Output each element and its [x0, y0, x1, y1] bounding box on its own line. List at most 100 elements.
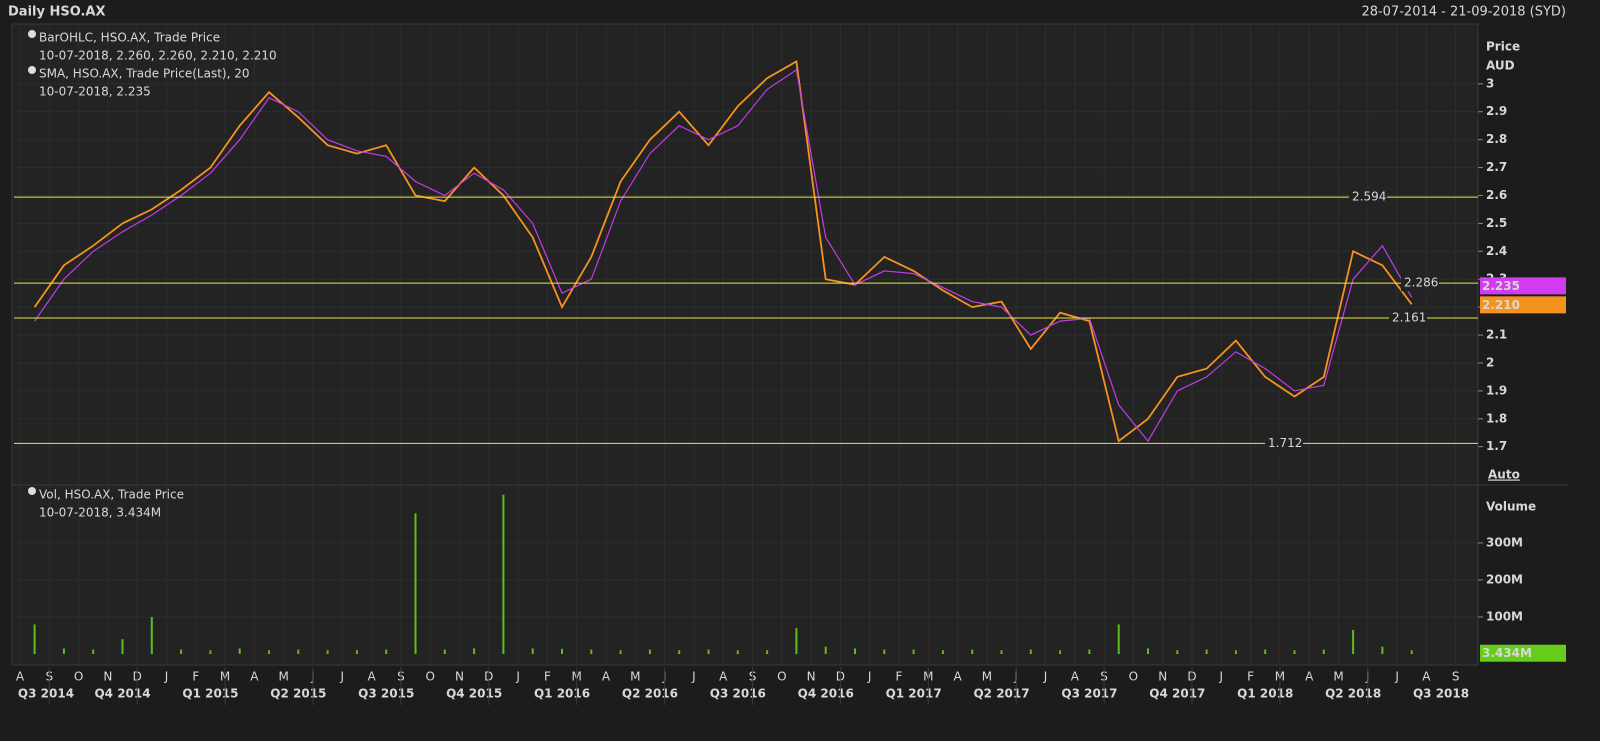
x-tick-label: M: [982, 670, 992, 684]
volume-bar: [531, 648, 534, 654]
last-value-tag: [1480, 277, 1566, 295]
volume-bar: [766, 650, 769, 654]
x-tick-label: A: [367, 670, 376, 684]
y-axis-title: Price: [1486, 40, 1520, 54]
x-tick-label: O: [74, 670, 83, 684]
x-tick-label: N: [807, 670, 816, 684]
x-tick-label: J: [515, 670, 520, 684]
quarter-label: Q3 2014: [18, 687, 74, 701]
x-tick-label: A: [16, 670, 25, 684]
y-tick-label: 1.8: [1486, 411, 1507, 425]
x-tick-label: A: [1422, 670, 1431, 684]
y-axis-title: Volume: [1486, 500, 1536, 514]
quarter-label: Q4 2015: [446, 687, 502, 701]
volume-bar: [912, 649, 915, 654]
quarter-label: Q3 2016: [710, 687, 766, 701]
x-tick-label: A: [719, 670, 728, 684]
volume-bar: [1000, 650, 1003, 654]
volume-bar: [795, 628, 798, 654]
plot-area: [11, 23, 1479, 666]
y-tick-label: 2.7: [1486, 160, 1507, 174]
y-tick-label: 2.6: [1486, 188, 1507, 202]
x-tick-label: M: [630, 670, 640, 684]
y-tick-label: 2: [1486, 355, 1494, 369]
x-tick-label: A: [1305, 670, 1314, 684]
x-tick-label: A: [602, 670, 611, 684]
legend-label: SMA, HSO.AX, Trade Price(Last), 20: [39, 67, 249, 81]
y-tick-label: 300M: [1486, 535, 1523, 549]
volume-bar: [1205, 649, 1208, 654]
volume-bar: [590, 649, 593, 654]
volume-bar: [180, 649, 183, 654]
x-tick-label: N: [455, 670, 464, 684]
quarter-label: Q2 2017: [973, 687, 1029, 701]
x-tick-label: A: [953, 670, 962, 684]
volume-bar: [443, 649, 446, 654]
volume-bar: [121, 639, 124, 654]
x-tick-label: F: [896, 670, 903, 684]
volume-bar: [502, 494, 505, 654]
y-tick-label: 2.4: [1486, 244, 1507, 258]
volume-bar: [414, 513, 417, 654]
level-label-bg: [1389, 310, 1427, 327]
volume-bar: [561, 648, 563, 654]
y-tick-label: 2.9: [1486, 104, 1507, 118]
x-tick-label: O: [777, 670, 786, 684]
volume-bar: [619, 650, 622, 654]
volume-bar: [268, 650, 270, 654]
x-tick-label: A: [1071, 670, 1080, 684]
volume-bar: [971, 649, 974, 654]
volume-bar: [1352, 629, 1355, 654]
volume-bar: [1029, 649, 1032, 654]
volume-bar: [1088, 649, 1091, 654]
last-value-label: 2.235: [1482, 279, 1520, 293]
level-label: 1.712: [1268, 436, 1302, 450]
sma-line: [34, 68, 1413, 443]
volume-bar: [1147, 648, 1149, 654]
quarter-label: Q4 2016: [798, 687, 854, 701]
volume-bar: [209, 650, 212, 654]
volume-bar: [1117, 624, 1120, 654]
volume-bar: [678, 650, 681, 654]
quarter-label: Q4 2014: [94, 687, 150, 701]
y-tick-label: 1.9: [1486, 383, 1507, 397]
legend-icon[interactable]: [28, 30, 36, 38]
legend-label: BarOHLC, HSO.AX, Trade Price: [39, 31, 220, 45]
scale-button[interactable]: Auto: [1488, 468, 1520, 482]
volume-bar: [150, 616, 153, 654]
volume-bar: [1059, 650, 1062, 654]
x-tick-label: F: [1247, 670, 1254, 684]
legend-icon[interactable]: [28, 66, 36, 74]
volume-bar: [1410, 650, 1413, 654]
date-range: 28-07-2014 - 21-09-2018 (SYD): [1361, 5, 1566, 20]
volume-bar: [941, 650, 944, 654]
volume-bar: [824, 646, 827, 654]
quarter-label: Q2 2015: [270, 687, 326, 701]
x-tick-label: F: [544, 670, 551, 684]
quarter-label: Q1 2016: [534, 687, 590, 701]
level-label: 2.286: [1404, 276, 1438, 290]
y-tick-label: 2.1: [1486, 328, 1507, 342]
last-value-tag: [1480, 644, 1566, 662]
price-line: [33, 60, 1413, 443]
volume-bar: [385, 649, 388, 654]
legend-detail: 10-07-2018, 3.434M: [39, 506, 161, 520]
y-tick-label: 2.5: [1486, 216, 1507, 230]
legend-icon[interactable]: [28, 487, 36, 495]
volume-bar: [736, 650, 739, 654]
quarter-label: Q1 2017: [886, 687, 942, 701]
y-axis-title: AUD: [1486, 59, 1515, 73]
y-tick-label: 1.7: [1486, 439, 1507, 453]
x-tick-label: M: [1333, 670, 1343, 684]
last-value-label: 3.434M: [1482, 646, 1532, 660]
chart-title: Daily HSO.AX: [8, 5, 106, 20]
volume-bar: [1264, 649, 1267, 654]
quarter-label: Q3 2015: [358, 687, 414, 701]
x-tick-label: J: [340, 670, 345, 684]
level-label-bg: [1401, 275, 1439, 292]
quarter-label: Q1 2015: [182, 687, 238, 701]
x-tick-label: J: [1394, 670, 1399, 684]
x-tick-label: J: [164, 670, 169, 684]
volume-bar: [1234, 650, 1237, 654]
